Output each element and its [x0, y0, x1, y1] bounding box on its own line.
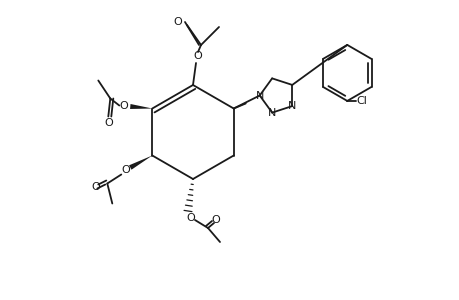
Polygon shape [129, 155, 152, 170]
Text: Cl: Cl [355, 96, 366, 106]
Text: N: N [287, 101, 296, 111]
Text: O: O [173, 17, 182, 27]
Text: O: O [211, 215, 220, 225]
Text: O: O [91, 182, 100, 193]
Text: O: O [104, 118, 112, 128]
Text: O: O [193, 51, 202, 61]
Text: O: O [121, 164, 129, 175]
Text: O: O [186, 213, 195, 223]
Text: O: O [119, 100, 128, 110]
Polygon shape [130, 104, 152, 109]
Text: N: N [255, 91, 263, 100]
Text: N: N [268, 108, 276, 118]
